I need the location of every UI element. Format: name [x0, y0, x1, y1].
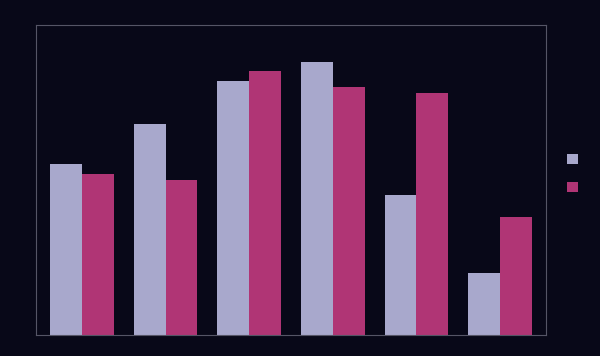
Bar: [301, 62, 333, 335]
Bar: [333, 87, 365, 335]
Bar: [166, 180, 197, 335]
Bar: [217, 81, 249, 335]
Bar: [500, 217, 532, 335]
Bar: [249, 71, 281, 335]
Title: Population estimates by age structure 2011 and 2028: Population estimates by age structure 20…: [122, 9, 460, 22]
Bar: [50, 164, 82, 335]
Bar: [134, 124, 166, 335]
Bar: [416, 93, 448, 335]
Bar: [385, 195, 416, 335]
Bar: [468, 273, 500, 335]
Bar: [82, 174, 114, 335]
